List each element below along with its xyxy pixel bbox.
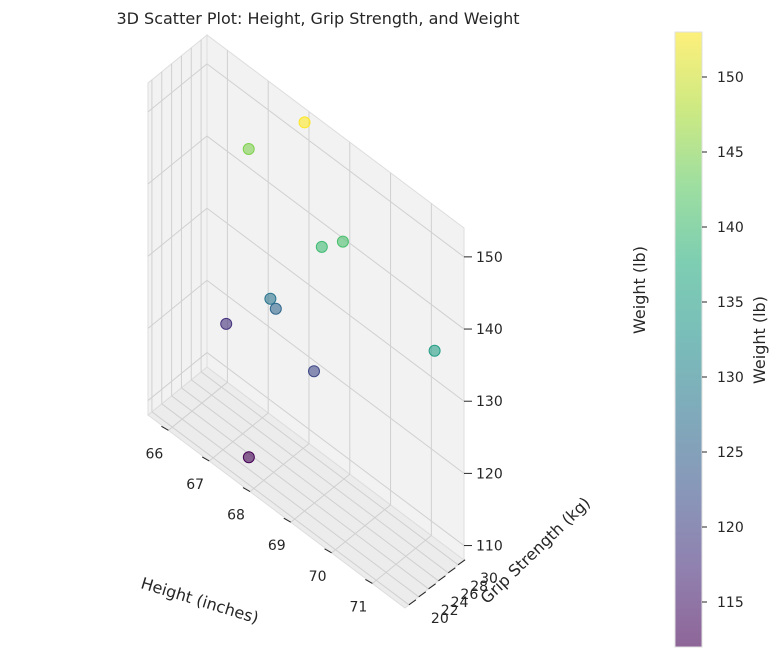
colorbar-tick-label: 125 <box>717 445 744 461</box>
colorbar-tick-label: 140 <box>717 220 744 236</box>
z-tick-label: 130 <box>476 394 503 410</box>
x-tick-label: 68 <box>227 508 245 524</box>
x-tick <box>201 456 210 462</box>
x-tick-label: 69 <box>268 538 286 554</box>
colorbar-tick-label: 120 <box>717 520 744 536</box>
x-tick-label: 71 <box>349 599 367 615</box>
x-tick <box>365 579 373 584</box>
grid-line-z <box>206 279 465 474</box>
z-tick-label: 120 <box>476 466 503 482</box>
x-tick-label: 70 <box>309 569 327 585</box>
x-tick-label: 67 <box>186 477 204 493</box>
grid-line-x <box>208 412 269 462</box>
data-point <box>242 142 255 155</box>
grid-line-z <box>206 207 465 402</box>
grid-line-y <box>161 403 420 598</box>
y-tick <box>438 575 446 582</box>
y-tick <box>408 599 417 606</box>
grid-line-y <box>151 411 410 606</box>
data-point <box>315 240 328 253</box>
colorbar-label: Weight (lb) <box>750 296 769 384</box>
colorbar-gradient <box>674 31 703 648</box>
chart-title: 3D Scatter Plot: Height, Grip Strength, … <box>116 9 519 28</box>
y-tick-label: 28 <box>470 579 488 595</box>
x-tick <box>161 425 169 431</box>
y-tick-label: 22 <box>441 603 459 619</box>
grid-line-z <box>147 207 208 257</box>
data-point <box>264 292 277 305</box>
data-point <box>242 451 255 464</box>
z-axis-label: Weight (lb) <box>630 246 649 334</box>
colorbar-tick-label: 135 <box>717 295 744 311</box>
y-tick-label: 30 <box>480 571 498 587</box>
grid-line-x <box>290 473 351 523</box>
grid-line-y <box>181 387 439 582</box>
grid-line-x <box>249 443 310 492</box>
x-axis-label: Height (inches) <box>139 574 261 628</box>
y-tick-label: 26 <box>460 587 478 603</box>
y-tick <box>447 567 456 574</box>
grid-line-x <box>168 381 228 431</box>
y-tick <box>457 559 466 566</box>
grid-line-y <box>190 379 449 574</box>
data-point <box>220 317 233 330</box>
grid-line-z <box>206 352 465 546</box>
data-point <box>428 344 441 357</box>
grid-line-x <box>372 535 432 584</box>
grid-line-x <box>331 504 391 554</box>
colorbar-tick-label: 145 <box>717 145 744 161</box>
z-tick-label: 140 <box>476 322 503 338</box>
x-tick <box>324 548 332 554</box>
grid-line-y <box>200 371 459 566</box>
y-tick-label: 20 <box>431 611 449 627</box>
grid-line-z <box>206 135 465 330</box>
colorbar: Weight (lb) 115 120 125 130 135 140 145 150 <box>674 31 769 648</box>
colorbar-tick-label: 130 <box>717 370 744 386</box>
data-point <box>269 302 282 315</box>
grid-line-y <box>171 395 429 590</box>
data-point <box>298 116 311 129</box>
x-tick <box>242 487 251 493</box>
data-point <box>307 365 320 378</box>
data-point <box>336 235 349 248</box>
y-tick <box>428 583 436 590</box>
x-tick-label: 66 <box>145 446 163 462</box>
colorbar-tick-label: 115 <box>717 595 744 611</box>
grid-line-z <box>206 63 465 258</box>
axis-panes <box>147 33 465 609</box>
grid-line-z <box>147 135 208 185</box>
y-tick <box>418 591 427 598</box>
z-tick-label: 150 <box>476 250 503 266</box>
grid-line-z <box>147 280 208 329</box>
z-tick-label: 110 <box>476 539 503 555</box>
grid-lines <box>147 39 465 606</box>
x-tick <box>283 517 292 523</box>
y-tick-label: 24 <box>451 595 469 611</box>
grid-line-z <box>147 63 208 113</box>
pane-left <box>147 33 208 417</box>
colorbar-tick-label: 150 <box>717 70 744 86</box>
data-points <box>220 116 441 464</box>
grid-line-z <box>147 352 208 401</box>
